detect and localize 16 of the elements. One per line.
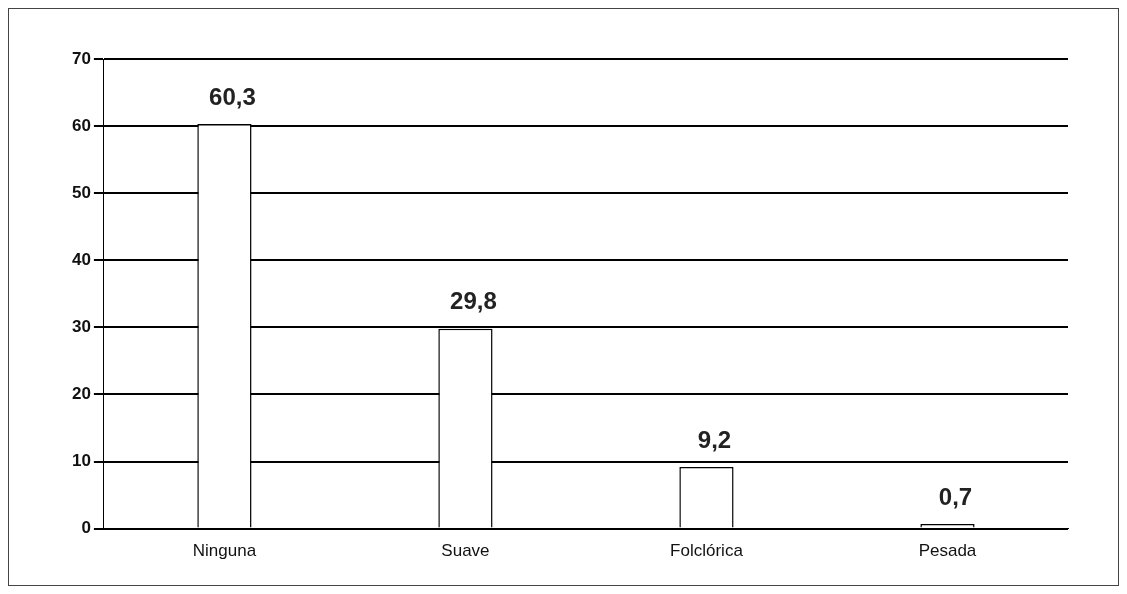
y-tick-label: 50 [71,182,91,202]
y-tick-label: 70 [71,48,91,68]
data-label: 0,7 [938,482,973,510]
data-label: 60,3 [209,82,256,110]
y-tick-label: 0 [81,518,91,538]
data-label: 29,8 [450,287,497,315]
data-label: 9,2 [697,425,732,453]
x-tick-label: Pesada [918,541,977,561]
x-tick-label: Folclórica [670,541,744,561]
x-tick-label: Suave [441,541,490,561]
x-tick-label: Ninguna [192,541,257,561]
y-tick-label: 10 [71,451,91,471]
y-tick-label: 40 [71,249,91,269]
y-tick-label: 20 [71,384,91,404]
y-tick-label: 60 [71,115,91,135]
y-tick-label: 30 [71,317,91,337]
